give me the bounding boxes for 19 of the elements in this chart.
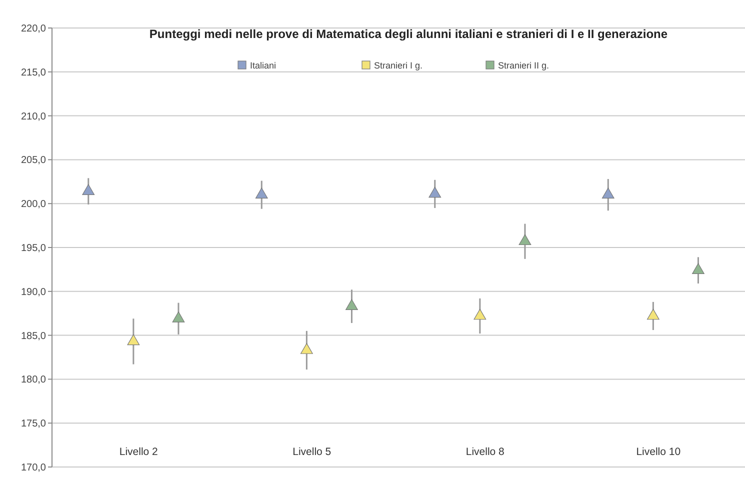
y-tick-label: 175,0 [20, 418, 46, 430]
y-tick-label: 205,0 [20, 155, 46, 166]
chart-title: Punteggi medi nelle prove di Matematica degli alunni italiani e stranieri di I e II generazione [149, 27, 668, 41]
legend-label: Stranieri II g. [498, 60, 550, 71]
y-tick-label: 195,0 [20, 243, 46, 254]
y-tick-label: 220,0 [20, 24, 46, 34]
legend-label: Stranieri I g. [374, 60, 423, 71]
y-tick-label: 210,0 [20, 111, 46, 122]
y-tick-label: 200,0 [20, 199, 46, 210]
y-tick-label: 170,0 [20, 462, 46, 474]
y-tick-label: 190,0 [20, 286, 46, 298]
y-tick-label: 185,0 [20, 330, 46, 342]
legend-label: Italiani [250, 60, 276, 71]
x-tick-label: Livello 2 [119, 446, 158, 458]
y-tick-label: 180,0 [20, 374, 46, 386]
y-tick-label: 215,0 [20, 67, 46, 78]
x-tick-label: Livello 10 [636, 446, 681, 458]
x-tick-label: Livello 8 [466, 446, 505, 458]
x-tick-label: Livello 5 [292, 446, 332, 458]
